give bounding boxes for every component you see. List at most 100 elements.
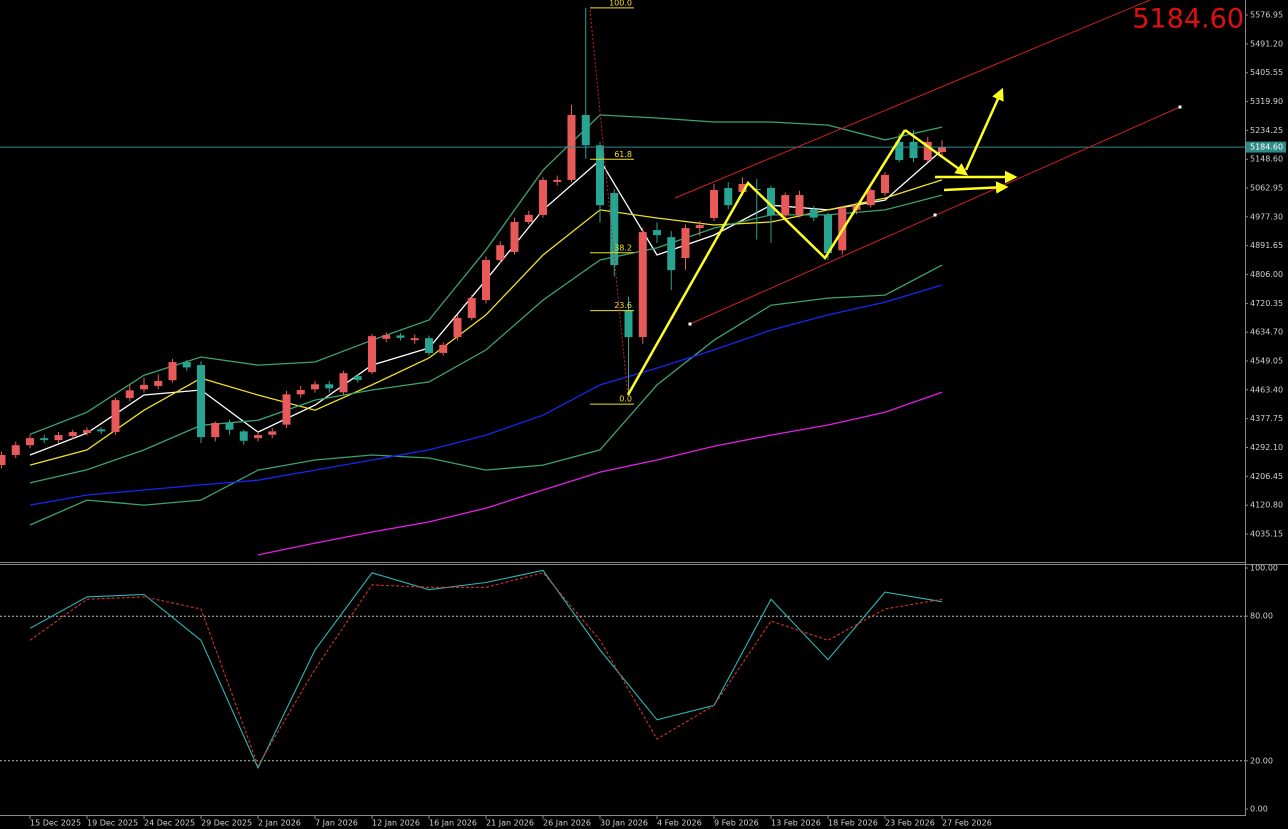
candle-body	[510, 222, 519, 252]
candle-body	[154, 380, 163, 386]
fib-label: 23.6	[614, 301, 632, 310]
candle-body	[909, 141, 918, 159]
candle-body	[168, 362, 177, 381]
arrow	[964, 87, 1004, 171]
candle-body	[111, 400, 120, 433]
y-tick-label: 100.00	[1250, 564, 1278, 573]
stochastic-line	[29, 569, 943, 770]
y-tick-label: 5148.60	[1250, 155, 1283, 164]
y-tick-label: 20.00	[1250, 756, 1273, 765]
candle-body	[795, 195, 804, 215]
y-tick-label: 4549.05	[1250, 357, 1283, 366]
fib-trendline	[589, 9, 629, 399]
last-price-big: 5184.60	[1132, 4, 1244, 35]
y-tick-label: 4634.70	[1250, 328, 1283, 337]
candle-body	[938, 146, 946, 152]
candle-body	[923, 141, 932, 161]
candle-body	[97, 429, 106, 432]
channel-anchor	[1178, 105, 1182, 109]
candle-body	[553, 179, 562, 182]
overlay-line	[29, 114, 943, 436]
candle-body	[467, 298, 476, 318]
candle-body	[581, 114, 590, 146]
candle-body	[681, 228, 690, 259]
candle-body	[11, 445, 20, 455]
candle-body	[539, 179, 547, 215]
x-tick-label: 27 Feb 2026	[942, 819, 992, 828]
y-tick-label: 5491.20	[1250, 39, 1283, 48]
candle-body	[211, 422, 220, 438]
fib-label: 38.2	[614, 243, 632, 252]
candle-body	[410, 338, 419, 341]
overlay-line	[29, 284, 943, 506]
x-tick-label: 9 Feb 2026	[714, 819, 759, 828]
candle-body	[68, 432, 77, 437]
candle-body	[610, 193, 619, 266]
candle-body	[596, 145, 604, 206]
last-price-label: 5184.60	[1250, 143, 1283, 152]
candle-body	[781, 195, 790, 215]
x-tick-label: 19 Dec 2025	[87, 819, 138, 828]
candle-body	[667, 237, 676, 271]
x-tick-label: 18 Feb 2026	[828, 819, 878, 828]
candle-body	[809, 209, 818, 218]
candle-body	[311, 384, 319, 390]
overlay-line	[29, 264, 943, 526]
candle-body	[0, 454, 6, 466]
candle-body	[282, 394, 291, 425]
candle-body	[881, 174, 889, 194]
x-tick-label: 13 Feb 2026	[771, 819, 821, 828]
y-tick-label: 4377.75	[1250, 414, 1283, 423]
candle-body	[824, 214, 832, 253]
candle-body	[738, 183, 747, 193]
y-tick-label: 4806.00	[1250, 270, 1283, 279]
candle-body	[653, 230, 661, 236]
candle-body	[695, 225, 704, 229]
x-tick-label: 24 Dec 2025	[144, 819, 195, 828]
arrow	[904, 128, 969, 176]
overlay-line	[29, 194, 943, 484]
y-tick-label: 5062.95	[1250, 184, 1283, 193]
fib-label: 61.8	[614, 150, 632, 159]
candle-body	[40, 438, 49, 441]
y-tick-label: 4206.45	[1250, 472, 1283, 481]
x-tick-label: 12 Jan 2026	[372, 819, 420, 828]
x-tick-label: 26 Jan 2026	[543, 819, 591, 828]
y-tick-label: 5319.90	[1250, 97, 1283, 106]
channel-anchor	[933, 213, 937, 217]
x-tick-label: 30 Jan 2026	[600, 819, 648, 828]
candle-body	[182, 362, 191, 368]
y-tick-label: 4463.40	[1250, 385, 1283, 394]
candle-body	[353, 376, 362, 380]
x-tick-label: 7 Jan 2026	[315, 819, 358, 828]
candle-body	[54, 435, 63, 441]
zigzag	[626, 129, 907, 396]
y-tick-label: 5576.95	[1250, 10, 1283, 19]
candle-body	[268, 431, 277, 435]
y-tick-label: 4720.35	[1250, 299, 1283, 308]
candle-body	[197, 365, 205, 438]
candle-body	[382, 335, 391, 339]
y-tick-label: 4120.80	[1250, 501, 1283, 510]
overlay-line	[257, 391, 943, 556]
price-pane: 5576.95 5491.20 5405.55 5319.90 5234.25 5148.…	[0, 0, 1286, 556]
candle-body	[368, 336, 376, 373]
candle-body	[482, 260, 490, 301]
y-tick-label: 5234.25	[1250, 126, 1283, 135]
arrows	[626, 87, 1018, 396]
candle-body	[895, 141, 904, 161]
overlay-line	[29, 179, 943, 466]
candle-body	[83, 430, 91, 434]
x-tick-label: 16 Jan 2026	[429, 819, 477, 828]
x-tick-label: 29 Dec 2025	[201, 819, 252, 828]
x-tick-label: 15 Dec 2025	[30, 819, 81, 828]
candle-body	[239, 431, 248, 441]
x-tick-label: 4 Feb 2026	[657, 819, 702, 828]
channel-upper	[674, 0, 1151, 199]
fib-label: 0.0	[619, 395, 632, 404]
candle-body	[724, 188, 733, 206]
stochastic-pane: 100.00 80.00 20.00 0.00	[0, 564, 1278, 814]
candle-body	[339, 373, 348, 393]
